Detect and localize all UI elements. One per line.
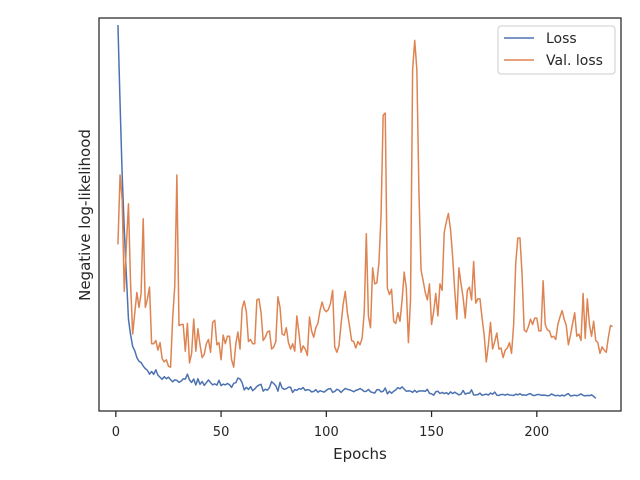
x-tick-label: 150 [419,425,444,440]
legend-label-loss: Loss [546,31,577,47]
x-axis-label: Epochs [333,445,387,463]
y-axis-label: Negative log-likelihood [76,129,94,301]
legend: Loss Val. loss [497,25,616,75]
x-tick-label: 0 [112,425,120,440]
series-line-val-loss [117,39,613,368]
legend-label-val-loss: Val. loss [546,53,603,69]
x-tick-label: 200 [524,425,549,440]
plot-frame [98,17,622,412]
x-tick-label: 50 [213,425,230,440]
series-line-loss [117,25,597,399]
x-tick-label: 100 [314,425,339,440]
series-layer [117,25,613,399]
x-axis: 0 50 100 150 200 [112,411,549,440]
